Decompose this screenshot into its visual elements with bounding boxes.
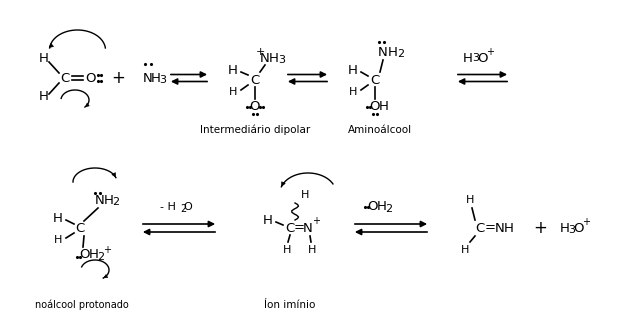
Text: +: +: [103, 245, 111, 255]
Text: N: N: [378, 45, 388, 59]
Text: C: C: [476, 221, 484, 235]
Text: H: H: [104, 194, 114, 206]
Text: H: H: [151, 71, 161, 84]
Text: H: H: [39, 52, 49, 66]
Text: H: H: [504, 221, 514, 235]
Text: N: N: [143, 71, 153, 84]
Text: +: +: [312, 216, 320, 226]
Text: 2: 2: [98, 252, 105, 262]
Text: 3: 3: [569, 225, 576, 235]
Text: +: +: [111, 69, 125, 87]
Text: 2: 2: [112, 197, 120, 207]
Text: C: C: [75, 221, 84, 235]
Text: H: H: [463, 52, 473, 65]
Text: H: H: [53, 212, 63, 225]
Text: N: N: [303, 221, 313, 235]
Text: O: O: [85, 71, 95, 84]
Text: 3: 3: [472, 53, 479, 63]
Text: - H: - H: [160, 202, 176, 212]
Text: H: H: [461, 245, 469, 255]
Text: H: H: [301, 190, 309, 200]
Text: noálcool protonado: noálcool protonado: [35, 300, 129, 310]
Text: 2: 2: [398, 49, 404, 59]
Text: O: O: [573, 221, 583, 235]
Text: O: O: [477, 52, 488, 65]
Text: O: O: [80, 249, 90, 261]
Text: H: H: [283, 245, 291, 255]
Text: H: H: [379, 100, 389, 114]
Text: 2: 2: [180, 204, 186, 214]
Text: O: O: [370, 100, 380, 114]
Text: Aminoálcool: Aminoálcool: [348, 125, 412, 135]
Text: =: =: [294, 221, 304, 235]
Text: =: =: [484, 221, 496, 235]
Text: H: H: [348, 63, 358, 76]
Text: +: +: [486, 47, 494, 57]
Text: C: C: [285, 221, 295, 235]
Text: H: H: [228, 63, 238, 76]
Text: H: H: [377, 201, 387, 213]
Text: C: C: [60, 71, 70, 84]
Text: H: H: [269, 52, 279, 65]
Text: C: C: [370, 74, 380, 86]
Text: 3: 3: [278, 55, 285, 65]
Text: C: C: [250, 74, 260, 86]
Text: +: +: [256, 47, 264, 57]
Text: O: O: [250, 100, 260, 114]
Text: N: N: [495, 221, 505, 235]
Text: H: H: [308, 245, 316, 255]
Text: O: O: [184, 202, 192, 212]
Text: H: H: [466, 195, 474, 205]
Text: Íon imínio: Íon imínio: [264, 300, 316, 310]
Text: N: N: [260, 52, 270, 65]
Text: Intermediário dipolar: Intermediário dipolar: [200, 125, 310, 135]
Text: +: +: [582, 217, 590, 227]
Text: H: H: [388, 45, 398, 59]
Text: N: N: [95, 194, 105, 206]
Text: O: O: [368, 201, 378, 213]
Text: 3: 3: [160, 75, 167, 85]
Text: H: H: [560, 221, 570, 235]
Text: H: H: [39, 91, 49, 103]
Text: H: H: [349, 87, 357, 97]
Text: H: H: [229, 87, 237, 97]
Text: H: H: [263, 213, 273, 227]
Text: +: +: [533, 219, 547, 237]
Text: 2: 2: [385, 204, 392, 214]
Text: H: H: [89, 249, 99, 261]
Text: H: H: [54, 235, 62, 245]
